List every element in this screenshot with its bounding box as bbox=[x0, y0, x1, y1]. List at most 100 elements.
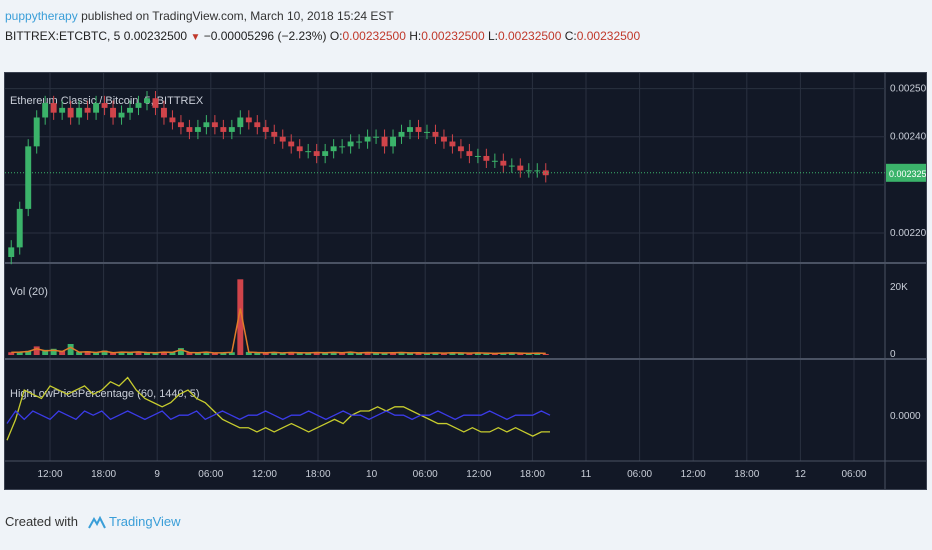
chart-header: puppytherapy published on TradingView.co… bbox=[5, 8, 927, 44]
candle-body bbox=[347, 141, 354, 147]
candle-body bbox=[373, 136, 380, 138]
x-tick-label: 9 bbox=[154, 469, 160, 480]
chart-svg[interactable]: 12:00 18:00 9 06:00 12:00 18:00 10 06:00 12:00 18… bbox=[5, 73, 926, 489]
x-tick-label: 12:00 bbox=[252, 469, 277, 480]
candle-body bbox=[50, 103, 57, 113]
volume-bar bbox=[254, 352, 261, 355]
candle-body bbox=[517, 165, 524, 171]
candle-body bbox=[169, 117, 176, 123]
candle-body bbox=[16, 208, 23, 248]
candle-body bbox=[228, 127, 235, 132]
volume-bar bbox=[330, 352, 337, 355]
candle-body bbox=[364, 136, 371, 142]
volume-bar bbox=[398, 352, 405, 355]
candle-body bbox=[194, 127, 201, 132]
last-price-badge-label: 0.00232500 bbox=[889, 169, 926, 179]
volume-bar bbox=[381, 353, 388, 355]
candle-body bbox=[67, 107, 74, 118]
volume-bar bbox=[407, 353, 413, 355]
high-value: 0.00232500 bbox=[421, 29, 485, 43]
chart-area[interactable]: 12:00 18:00 9 06:00 12:00 18:00 10 06:00 12:00 18… bbox=[4, 72, 927, 490]
volume-bar bbox=[466, 353, 473, 355]
candle-body bbox=[76, 107, 83, 118]
volume-bar bbox=[160, 351, 167, 355]
candle-body bbox=[59, 107, 66, 113]
volume-bar bbox=[305, 353, 312, 355]
author-link[interactable]: puppytherapy bbox=[5, 9, 78, 23]
footer: Created with TradingView bbox=[5, 508, 181, 536]
volume-bar bbox=[262, 352, 269, 355]
volume-bar bbox=[313, 352, 320, 355]
volume-axis-label: 0 bbox=[890, 349, 896, 360]
volume-bar bbox=[364, 352, 371, 355]
candle-body bbox=[288, 141, 295, 147]
publish-line: puppytherapy published on TradingView.co… bbox=[5, 8, 927, 24]
candle-body bbox=[457, 146, 464, 152]
open-value: 0.00232500 bbox=[342, 29, 406, 43]
price-axis-label: 0.00220000 bbox=[890, 228, 926, 239]
x-tick-label: 06:00 bbox=[413, 469, 438, 480]
candle-body bbox=[110, 107, 117, 118]
price-axis-label: 0.00240000 bbox=[890, 132, 926, 143]
volume-bar bbox=[432, 353, 439, 355]
volume-bar bbox=[42, 349, 49, 355]
candle-body bbox=[296, 146, 303, 152]
candle-body bbox=[407, 127, 413, 132]
volume-bar bbox=[110, 352, 117, 355]
tradingview-mark-icon bbox=[87, 515, 106, 529]
volume-bar bbox=[144, 352, 150, 355]
candle-body bbox=[313, 151, 320, 156]
indicator-series-line bbox=[6, 376, 550, 441]
volume-bar bbox=[169, 352, 176, 355]
volume-bar bbox=[474, 353, 481, 355]
candle-body bbox=[262, 127, 269, 132]
volume-bar bbox=[296, 352, 303, 355]
volume-bar bbox=[483, 353, 490, 355]
candle-body bbox=[330, 146, 337, 152]
volume-bar bbox=[118, 351, 125, 355]
close-label: C: bbox=[564, 29, 577, 43]
x-tick-label: 06:00 bbox=[841, 469, 866, 480]
volume-bar bbox=[508, 353, 515, 355]
candle-body bbox=[390, 136, 397, 147]
volume-bar bbox=[415, 352, 422, 355]
candle-body bbox=[271, 131, 278, 137]
volume-bar bbox=[220, 352, 227, 355]
candle-body bbox=[356, 141, 363, 143]
symbol-line: BITTREX:ETCBTC, 5 0.00232500 ▼ −0.000052… bbox=[5, 28, 927, 44]
x-tick-label: 10 bbox=[366, 469, 378, 480]
candle-body bbox=[279, 136, 286, 142]
volume-bar bbox=[491, 353, 498, 355]
candle-body bbox=[118, 112, 125, 118]
volume-bar bbox=[339, 352, 346, 355]
volume-bar bbox=[542, 353, 549, 355]
tradingview-logo-icon[interactable]: TradingView bbox=[82, 514, 181, 529]
volume-bar bbox=[203, 351, 210, 355]
volume-bar bbox=[67, 343, 74, 355]
volume-bar bbox=[517, 353, 524, 355]
volume-bar bbox=[525, 353, 532, 355]
volume-bar bbox=[127, 352, 133, 355]
price-axis-label: 0.00250000 bbox=[890, 84, 926, 95]
volume-bar bbox=[424, 353, 430, 355]
candle-body bbox=[305, 151, 312, 153]
publish-info: published on TradingView.com, March 10, … bbox=[81, 9, 394, 23]
volume-bar bbox=[347, 351, 354, 355]
candle-body bbox=[211, 122, 218, 128]
candle-body bbox=[254, 122, 261, 128]
candle-body bbox=[424, 131, 430, 133]
volume-bar bbox=[76, 351, 83, 355]
candle-body bbox=[466, 151, 473, 156]
volume-bar bbox=[194, 352, 201, 355]
candle-body bbox=[525, 170, 532, 172]
tradingview-brand: TradingView bbox=[109, 514, 181, 529]
candle-body bbox=[483, 155, 490, 161]
volume-bar bbox=[271, 352, 278, 355]
volume-bar bbox=[186, 352, 193, 355]
volume-bar bbox=[177, 348, 184, 355]
close-value: 0.00232500 bbox=[576, 29, 641, 43]
x-tick-label: 18:00 bbox=[305, 469, 330, 480]
volume-axis-label: 20K bbox=[890, 282, 908, 293]
x-tick-label: 12:00 bbox=[37, 469, 62, 480]
volume-bar bbox=[25, 350, 32, 355]
